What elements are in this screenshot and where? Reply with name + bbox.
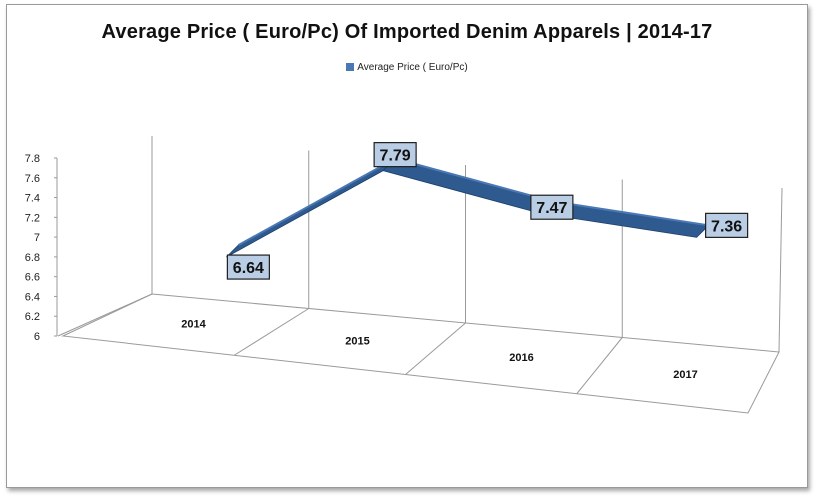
y-tick-label: 7.4 (25, 193, 40, 205)
legend-label: Average Price ( Euro/Pc) (357, 62, 468, 73)
y-tick-label: 6.4 (25, 291, 40, 303)
series-line (551, 200, 709, 227)
data-label-box (530, 194, 574, 220)
y-tick-label: 7.2 (25, 212, 40, 224)
x-tick-label: 2014 (181, 318, 206, 330)
y-tick-label: 7 (34, 232, 40, 244)
data-label-box (705, 212, 749, 238)
data-label: 7.47 (536, 200, 567, 217)
floor-divider (576, 337, 623, 395)
depth-axis (57, 293, 153, 337)
y-tick-label: 7.8 (25, 153, 40, 165)
chart-legend: Average Price ( Euro/Pc) (7, 62, 807, 73)
chart-frame: Average Price ( Euro/Pc) Of Imported Den… (6, 4, 808, 488)
data-label: 7.36 (711, 218, 742, 235)
y-tick-label: 6.8 (25, 252, 40, 264)
data-label: 7.79 (380, 148, 411, 165)
floor-divider (233, 308, 310, 356)
x-tick-label: 2016 (509, 352, 533, 364)
chart-title: Average Price ( Euro/Pc) Of Imported Den… (101, 21, 713, 43)
x-tick-label: 2015 (345, 335, 369, 347)
data-label-box (226, 254, 270, 280)
series-line (394, 157, 553, 203)
x-tick-label: 2017 (673, 369, 697, 381)
floor-plane (61, 293, 780, 414)
y-tick-label: 6 (34, 331, 40, 343)
wall-gridline (778, 187, 783, 353)
legend-swatch (346, 63, 355, 71)
series-line (237, 157, 396, 246)
y-tick-label: 7.6 (25, 173, 40, 185)
data-label-box (373, 142, 417, 168)
y-tick-label: 6.2 (25, 311, 40, 323)
floor-divider (405, 322, 466, 375)
data-label: 6.64 (233, 260, 264, 277)
y-tick-label: 6.6 (25, 272, 40, 284)
